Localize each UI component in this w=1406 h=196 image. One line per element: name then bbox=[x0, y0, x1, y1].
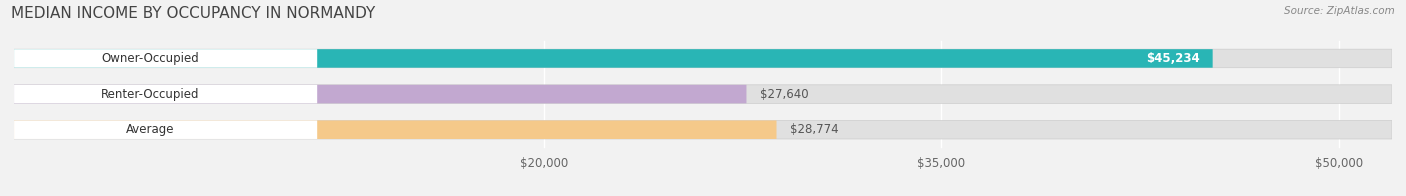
Text: MEDIAN INCOME BY OCCUPANCY IN NORMANDY: MEDIAN INCOME BY OCCUPANCY IN NORMANDY bbox=[11, 6, 375, 21]
Text: Owner-Occupied: Owner-Occupied bbox=[101, 52, 200, 65]
Text: Renter-Occupied: Renter-Occupied bbox=[101, 88, 200, 101]
FancyBboxPatch shape bbox=[14, 49, 1212, 68]
FancyBboxPatch shape bbox=[14, 121, 1392, 139]
FancyBboxPatch shape bbox=[14, 85, 318, 103]
FancyBboxPatch shape bbox=[14, 121, 318, 139]
FancyBboxPatch shape bbox=[14, 121, 776, 139]
Text: $28,774: $28,774 bbox=[790, 123, 838, 136]
Text: $27,640: $27,640 bbox=[759, 88, 808, 101]
Text: Source: ZipAtlas.com: Source: ZipAtlas.com bbox=[1284, 6, 1395, 16]
FancyBboxPatch shape bbox=[14, 85, 747, 103]
FancyBboxPatch shape bbox=[14, 49, 1392, 68]
Text: Average: Average bbox=[127, 123, 174, 136]
FancyBboxPatch shape bbox=[14, 85, 1392, 103]
FancyBboxPatch shape bbox=[14, 49, 318, 68]
Text: $45,234: $45,234 bbox=[1146, 52, 1199, 65]
